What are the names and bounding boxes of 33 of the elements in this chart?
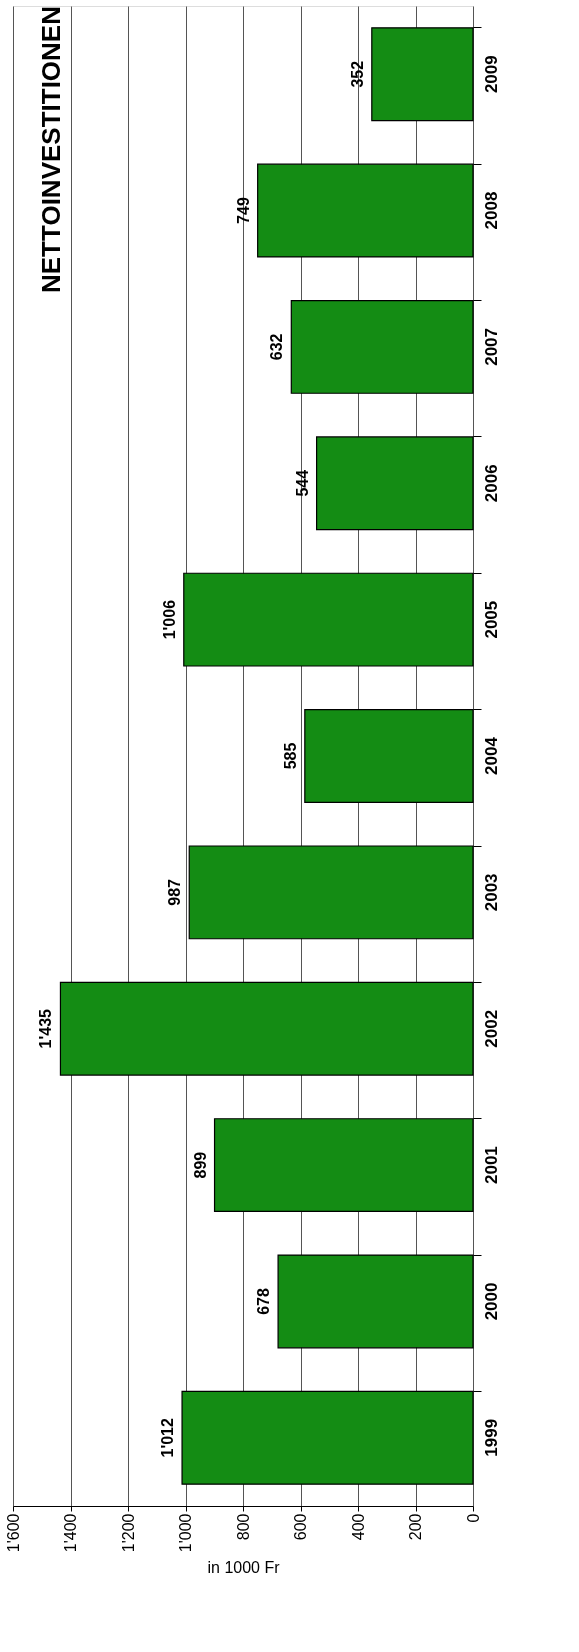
y-tick-label: 2007 bbox=[481, 328, 501, 366]
y-tick-label: 2006 bbox=[481, 464, 501, 503]
data-label: 1'006 bbox=[160, 599, 178, 640]
data-label: 678 bbox=[255, 1288, 273, 1315]
data-label: 987 bbox=[166, 878, 184, 906]
data-label: 1'012 bbox=[159, 1418, 177, 1458]
data-label: 632 bbox=[268, 333, 286, 361]
y-tick-label: 2003 bbox=[481, 873, 501, 912]
x-tick-label: 600 bbox=[292, 1513, 309, 1541]
y-tick-label: 2001 bbox=[481, 1146, 501, 1185]
x-axis-title: in 1000 Fr bbox=[207, 1559, 281, 1577]
x-tick-label: 0 bbox=[464, 1513, 482, 1523]
y-tick-label: 2004 bbox=[481, 736, 501, 775]
data-label: 1'435 bbox=[37, 1008, 55, 1049]
text: NETTOINVESTITIONEN bbox=[36, 6, 66, 293]
y-tick-label: 2008 bbox=[481, 191, 501, 230]
x-tick-label: 1'600 bbox=[4, 1513, 22, 1553]
y-tick-label: 1999 bbox=[481, 1418, 501, 1457]
data-label: 585 bbox=[281, 742, 299, 770]
x-tick-label: 1'200 bbox=[119, 1513, 137, 1553]
data-label: 749 bbox=[234, 197, 252, 224]
x-tick-label: 1'000 bbox=[177, 1513, 194, 1553]
x-tick-label: 200 bbox=[407, 1513, 424, 1541]
y-tick-label: 2000 bbox=[481, 1282, 501, 1321]
data-label: 544 bbox=[293, 469, 311, 497]
data-label: 899 bbox=[191, 1151, 209, 1179]
y-tick-label: 2005 bbox=[481, 600, 501, 639]
x-tick-label: 1'400 bbox=[62, 1513, 79, 1553]
y-tick-label: 2009 bbox=[481, 55, 501, 94]
data-label: 352 bbox=[348, 60, 366, 88]
x-tick-label: 800 bbox=[234, 1513, 252, 1541]
y-tick-label: 2002 bbox=[481, 1009, 501, 1048]
x-tick-label: 400 bbox=[349, 1513, 367, 1541]
